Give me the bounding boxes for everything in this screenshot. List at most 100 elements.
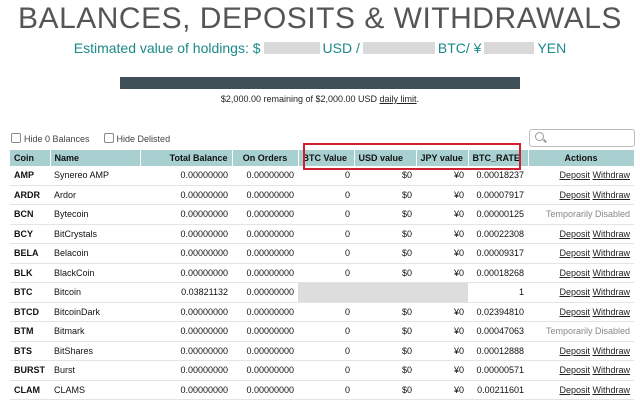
actions-cell: Deposit Withdraw xyxy=(528,185,634,205)
column-header-jpy-value[interactable]: JPY value xyxy=(416,150,469,166)
usd-value-cell: $0 xyxy=(354,380,416,400)
column-header-total-balance[interactable]: Total Balance xyxy=(140,150,233,166)
on-orders-cell: 0.00000000 xyxy=(232,302,298,322)
btc-value-cell: 0 xyxy=(298,185,354,205)
deposit-link[interactable]: Deposit xyxy=(559,170,590,181)
btc-value-cell: 0 xyxy=(298,166,354,186)
btc-value-cell: 0 xyxy=(298,224,354,244)
withdraw-link[interactable]: Withdraw xyxy=(592,228,630,239)
withdraw-link[interactable]: Withdraw xyxy=(592,248,630,259)
btc-value-cell: 0 xyxy=(298,204,354,225)
btc-rate-cell: 0.00000571 xyxy=(468,360,528,381)
column-header-coin[interactable]: Coin xyxy=(10,150,51,166)
hide-delisted-label: Hide Delisted xyxy=(116,134,171,144)
balances-table: Coin Name Total Balance On Orders BTC Va… xyxy=(10,150,635,400)
withdraw-link[interactable]: Withdraw xyxy=(592,287,630,298)
btc-rate-cell: 0.00047063 xyxy=(468,321,528,342)
daily-limit-bar xyxy=(120,77,520,89)
coin-symbol: BTS xyxy=(10,341,50,361)
deposit-link[interactable]: Deposit xyxy=(559,189,590,200)
coin-symbol: BLK xyxy=(10,263,50,283)
jpy-value-cell: ¥0 xyxy=(416,380,468,400)
actions-cell: Deposit Withdraw xyxy=(528,380,634,400)
btc-rate-cell: 0.00000125 xyxy=(468,204,528,225)
coin-symbol: BTM xyxy=(10,321,50,342)
deposit-link[interactable]: Deposit xyxy=(559,345,590,356)
column-header-btc-rate[interactable]: BTC_RATE xyxy=(468,150,529,166)
column-header-btc-value[interactable]: BTC Value xyxy=(298,150,355,166)
table-row: BURST Burst 0.00000000 0.00000000 0 $0 ¥… xyxy=(10,360,634,381)
coin-name: Bitmark xyxy=(50,321,140,342)
daily-limit-remaining: $2,000.00 remaining of $2,000.00 USD dai… xyxy=(0,94,640,104)
coin-name: BitcoinDark xyxy=(50,302,140,322)
usd-value-cell: $0 xyxy=(354,166,416,186)
withdraw-link[interactable]: Withdraw xyxy=(592,365,630,376)
actions-cell: Deposit Withdraw xyxy=(528,243,634,264)
estimated-holdings: Estimated value of holdings: $ USD / BTC… xyxy=(0,40,640,56)
deposit-link[interactable]: Deposit xyxy=(559,365,590,376)
hide-delisted-checkbox[interactable]: Hide Delisted xyxy=(103,133,171,144)
usd-value-cell: $0 xyxy=(354,302,416,322)
btc-value-cell: 0 xyxy=(298,263,354,283)
checkbox-icon[interactable] xyxy=(11,133,21,143)
jpy-value-cell: ¥0 xyxy=(416,321,468,342)
limit-period: . xyxy=(416,94,420,104)
deposit-link[interactable]: Deposit xyxy=(559,287,590,298)
withdraw-link[interactable]: Withdraw xyxy=(592,189,630,200)
checkbox-icon[interactable] xyxy=(103,133,114,143)
usd-value-cell: $0 xyxy=(354,321,416,342)
actions-cell: Deposit Withdraw xyxy=(528,282,634,303)
table-row: BTC Bitcoin 0.03821132 0.00000000 1 Depo… xyxy=(10,282,634,303)
redacted-yen-value xyxy=(484,42,535,54)
on-orders-cell: 0.00000000 xyxy=(232,360,298,381)
hide-zero-balances-checkbox[interactable]: Hide 0 Balances xyxy=(11,133,90,144)
total-balance-cell: 0.00000000 xyxy=(140,185,232,205)
redacted-usd-value xyxy=(263,42,320,54)
coin-name: CLAMS xyxy=(50,380,140,400)
jpy-value-cell: ¥0 xyxy=(416,302,468,322)
limit-text: $2,000.00 remaining of $2,000.00 USD xyxy=(220,94,378,104)
coin-name: Ardor xyxy=(50,185,140,205)
coin-symbol: AMP xyxy=(10,166,50,186)
btc-rate-cell: 1 xyxy=(468,282,528,303)
column-header-usd-value[interactable]: USD value xyxy=(354,150,417,166)
total-balance-cell: 0.00000000 xyxy=(140,380,232,400)
btc-rate-cell: 0.00007917 xyxy=(468,185,528,205)
column-header-actions: Actions xyxy=(528,150,635,166)
hide-zero-label: Hide 0 Balances xyxy=(24,134,90,144)
btc-rate-cell: 0.02394810 xyxy=(468,302,528,322)
deposit-link[interactable]: Deposit xyxy=(559,267,590,278)
deposit-link[interactable]: Deposit xyxy=(559,228,590,239)
table-row: CLAM CLAMS 0.00000000 0.00000000 0 $0 ¥0… xyxy=(10,380,634,400)
redacted-btc-value xyxy=(362,42,435,54)
on-orders-cell: 0.00000000 xyxy=(232,185,298,205)
total-balance-cell: 0.00000000 xyxy=(140,360,232,381)
withdraw-link[interactable]: Withdraw xyxy=(592,267,630,278)
withdraw-link[interactable]: Withdraw xyxy=(592,345,630,356)
table-row: BLK BlackCoin 0.00000000 0.00000000 0 $0… xyxy=(10,263,634,283)
jpy-value-cell: ¥0 xyxy=(416,263,468,283)
deposit-link[interactable]: Deposit xyxy=(559,248,590,259)
column-header-name[interactable]: Name xyxy=(50,150,141,166)
withdraw-link[interactable]: Withdraw xyxy=(592,170,630,181)
usd-value-cell: $0 xyxy=(354,341,416,361)
on-orders-cell: 0.00000000 xyxy=(232,166,298,186)
highlight-box xyxy=(303,143,521,170)
daily-limit-link[interactable]: daily limit xyxy=(379,94,417,104)
table-row: ARDR Ardor 0.00000000 0.00000000 0 $0 ¥0… xyxy=(10,185,634,205)
withdraw-link[interactable]: Withdraw xyxy=(592,384,630,395)
total-balance-cell: 0.00000000 xyxy=(140,204,232,225)
coin-symbol: BELA xyxy=(10,243,50,264)
btc-value-cell: 0 xyxy=(298,380,354,400)
deposit-link[interactable]: Deposit xyxy=(559,384,590,395)
balance-filters: Hide 0 Balances Hide Delisted xyxy=(11,133,170,144)
table-row: BELA Belacoin 0.00000000 0.00000000 0 $0… xyxy=(10,243,634,264)
jpy-value-cell: ¥0 xyxy=(416,204,468,225)
withdraw-link[interactable]: Withdraw xyxy=(592,306,630,317)
table-row: BTM Bitmark 0.00000000 0.00000000 0 $0 ¥… xyxy=(10,321,634,342)
column-header-on-orders[interactable]: On Orders xyxy=(232,150,299,166)
deposit-link[interactable]: Deposit xyxy=(559,306,590,317)
search-input[interactable] xyxy=(529,129,635,147)
jpy-value-cell: ¥0 xyxy=(416,166,468,186)
usd-value-cell: $0 xyxy=(354,243,416,264)
